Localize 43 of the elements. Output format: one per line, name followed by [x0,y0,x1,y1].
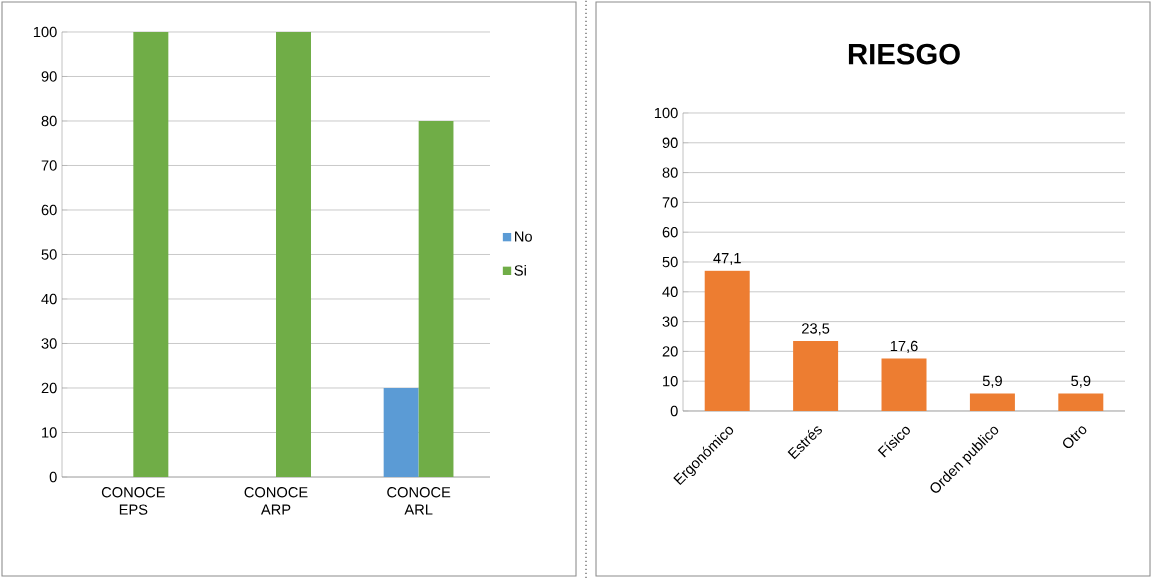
y-tick-label: 0 [670,405,678,417]
y-tick-label: 60 [41,204,57,216]
x-tick-label: CONOCE EPS [101,487,165,515]
y-tick-label: 100 [33,26,57,38]
bar [418,120,454,477]
y-tick-label: 60 [662,227,678,238]
y-tick-label: 100 [654,107,678,119]
bar [969,393,1015,411]
y-tick-label: 0 [49,471,57,483]
legend-label: Si [514,264,526,276]
bar [383,388,419,477]
y-tick-label: 30 [662,316,678,327]
y-tick-label: 80 [41,115,57,127]
y-tick-label: 20 [662,346,678,357]
chart-title: RIESGO [848,43,960,65]
bar [133,31,169,477]
data-label: 47,1 [713,253,741,266]
y-tick-label: 50 [662,256,678,268]
y-tick-label: 70 [662,197,678,208]
bar [793,340,839,411]
x-tick-label: Otro [1063,426,1087,449]
y-tick-label: 40 [662,286,678,297]
bar [276,31,311,477]
x-tick-label: CONOCE ARL [387,487,451,515]
y-tick-label: 20 [41,382,57,394]
data-label: 5,9 [1071,375,1091,388]
y-tick-label: 50 [41,249,57,260]
data-label: 17,6 [890,340,918,353]
y-tick-label: 90 [662,137,678,148]
bar [704,270,750,411]
y-tick-label: 80 [662,167,678,178]
legend-label: No [515,231,532,242]
y-tick-label: 40 [41,293,57,305]
x-tick-label: CONOCE ARP [244,487,308,515]
y-tick-label: 90 [41,71,57,82]
data-label: 5,9 [982,375,1002,388]
y-tick-label: 10 [42,427,57,438]
bar [881,358,927,411]
y-tick-label: 30 [41,338,57,349]
bar [1058,393,1104,411]
y-tick-label: 70 [41,160,57,171]
data-label: 23,5 [802,323,830,336]
y-tick-label: 10 [663,376,678,387]
